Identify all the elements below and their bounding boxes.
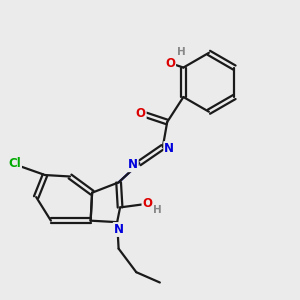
Text: O: O <box>165 57 175 70</box>
Text: H: H <box>177 47 186 57</box>
Text: Cl: Cl <box>8 157 21 170</box>
Text: H: H <box>153 205 162 215</box>
Text: N: N <box>164 142 174 155</box>
Text: N: N <box>114 223 124 236</box>
Text: O: O <box>142 197 152 210</box>
Text: O: O <box>136 107 146 120</box>
Text: N: N <box>128 158 138 171</box>
